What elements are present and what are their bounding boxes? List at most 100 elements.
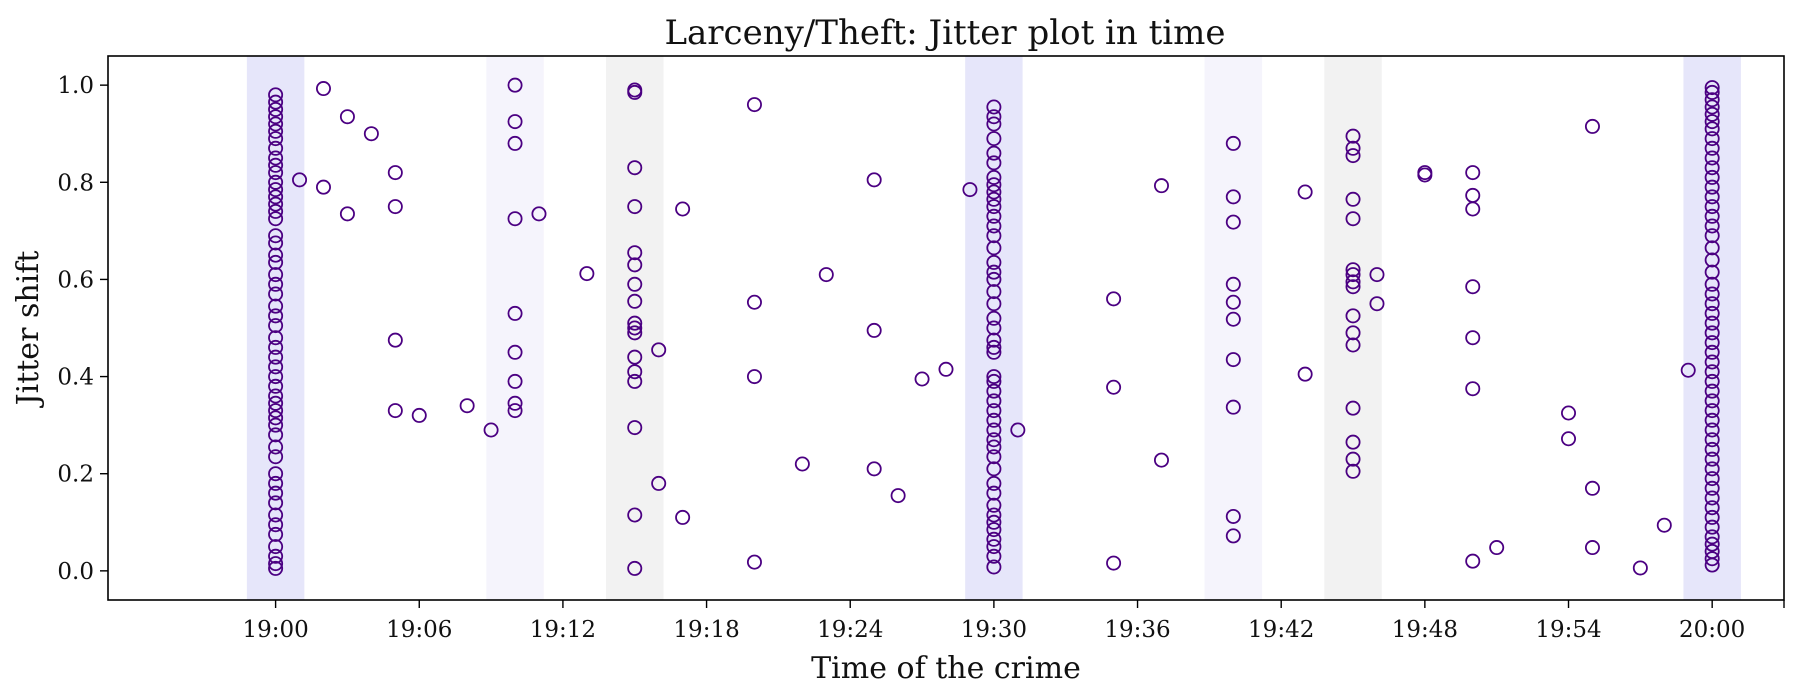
data-point — [1704, 189, 1720, 205]
data-point — [292, 172, 308, 188]
data-point — [268, 475, 284, 491]
data-point — [1704, 529, 1720, 545]
data-point — [627, 84, 643, 100]
data-point — [1561, 431, 1577, 447]
data-point — [1704, 169, 1720, 185]
data-point — [1704, 296, 1720, 312]
data-point — [268, 131, 284, 147]
data-point — [268, 196, 284, 212]
data-point — [315, 179, 331, 195]
data-point — [986, 403, 1002, 419]
data-point — [1704, 451, 1720, 467]
plot-frame — [107, 55, 1785, 601]
data-point — [1417, 167, 1433, 183]
data-point — [627, 199, 643, 215]
data-point — [268, 359, 284, 375]
data-point — [268, 548, 284, 564]
data-point — [866, 322, 882, 338]
y-tick-label: 0.6 — [57, 267, 94, 293]
data-point — [1704, 551, 1720, 567]
data-point — [962, 182, 978, 198]
data-point — [746, 294, 762, 310]
data-point — [986, 284, 1002, 300]
data-point — [986, 339, 1002, 355]
data-point — [986, 155, 1002, 171]
data-point — [268, 276, 284, 292]
data-point — [1704, 519, 1720, 535]
data-point — [268, 267, 284, 283]
data-point — [986, 461, 1002, 477]
data-point — [1632, 560, 1648, 576]
data-point — [986, 507, 1002, 523]
data-point — [268, 87, 284, 103]
data-point — [268, 235, 284, 251]
data-point — [1704, 412, 1720, 428]
x-tick-label: 19:42 — [1248, 617, 1314, 643]
data-point — [268, 507, 284, 523]
data-point — [986, 254, 1002, 270]
data-point — [1465, 330, 1481, 346]
data-point — [1345, 211, 1361, 227]
x-tick-label: 19:30 — [961, 617, 1027, 643]
data-point — [1704, 344, 1720, 360]
data-point — [1704, 106, 1720, 122]
data-point — [1704, 536, 1720, 552]
data-point — [1225, 189, 1241, 205]
data-point — [914, 371, 930, 387]
data-point — [268, 182, 284, 198]
data-point — [1704, 179, 1720, 195]
data-point — [1465, 381, 1481, 397]
data-point — [1225, 508, 1241, 524]
data-point — [986, 191, 1002, 207]
data-point — [986, 264, 1002, 280]
data-point — [1345, 337, 1361, 353]
data-point — [627, 507, 643, 523]
data-point — [387, 199, 403, 215]
y-axis-ticks: 0.0 0.2 0.4 0.6 0.8 1.0 — [57, 73, 108, 585]
data-point — [746, 369, 762, 385]
data-point — [268, 308, 284, 324]
data-point — [627, 160, 643, 176]
data-point — [1704, 461, 1720, 477]
data-point — [268, 189, 284, 205]
y-axis-label: Jitter shift — [11, 251, 46, 409]
y-tick-label: 0.0 — [57, 559, 94, 585]
data-point — [268, 94, 284, 110]
data-point — [627, 320, 643, 336]
data-point — [339, 109, 355, 125]
data-point — [268, 330, 284, 346]
data-point — [507, 135, 523, 151]
data-point — [986, 485, 1002, 501]
data-point — [986, 169, 1002, 185]
y-tick-label: 0.2 — [57, 462, 94, 488]
data-point — [268, 449, 284, 465]
data-point — [866, 461, 882, 477]
data-point — [1584, 480, 1600, 496]
data-point — [1297, 184, 1313, 200]
data-point — [986, 320, 1002, 336]
x-tick-label: 19:12 — [530, 617, 596, 643]
data-point — [268, 247, 284, 263]
data-point — [268, 410, 284, 426]
data-point — [507, 305, 523, 321]
data-point — [1345, 274, 1361, 290]
data-point — [268, 116, 284, 132]
data-point — [627, 420, 643, 436]
data-point — [1225, 311, 1241, 327]
data-point — [986, 240, 1002, 256]
data-point — [1225, 294, 1241, 310]
data-point — [1704, 252, 1720, 268]
data-point — [986, 439, 1002, 455]
data-point — [986, 271, 1002, 287]
data-point — [387, 165, 403, 181]
data-point — [1345, 325, 1361, 341]
x-tick-label: 19:06 — [386, 617, 452, 643]
data-point — [818, 267, 834, 283]
data-point — [794, 456, 810, 472]
data-point — [1704, 305, 1720, 321]
y-tick-label: 0.8 — [57, 170, 94, 196]
data-point — [268, 109, 284, 125]
data-point — [1106, 555, 1122, 571]
data-point — [938, 361, 954, 377]
